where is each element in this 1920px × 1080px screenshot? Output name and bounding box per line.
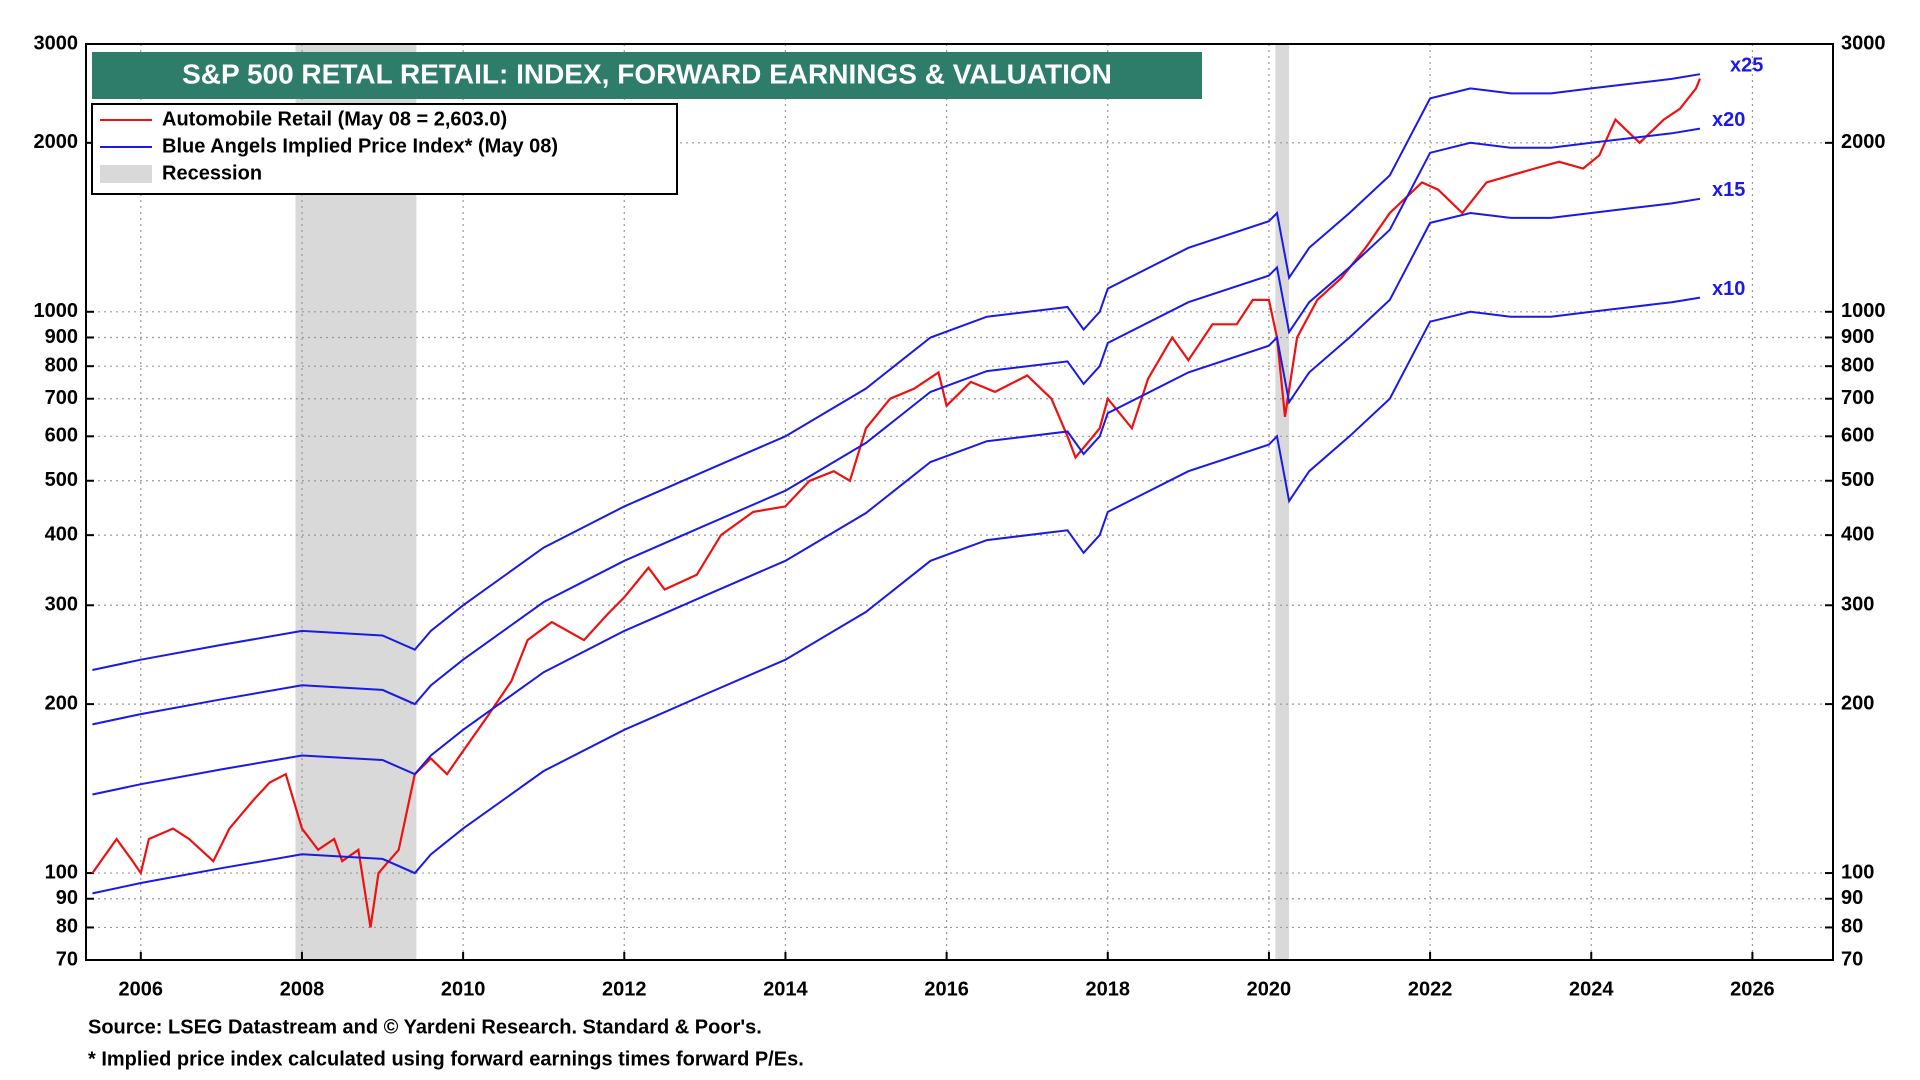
x-tick-label: 2014 bbox=[763, 978, 808, 1000]
y-tick-label: 90 bbox=[56, 887, 78, 909]
series-line bbox=[91, 78, 1702, 928]
background-layer bbox=[295, 44, 1290, 960]
legend-box bbox=[91, 103, 678, 195]
legend-label: Recession bbox=[162, 162, 262, 184]
series-line bbox=[92, 73, 1701, 671]
plot-frame bbox=[85, 43, 1834, 961]
series-line bbox=[92, 296, 1701, 895]
x-tick-label: 2018 bbox=[1086, 978, 1131, 1000]
y-tick-label: 600 bbox=[1841, 425, 1874, 447]
series-label: x25 bbox=[1730, 55, 1763, 77]
legend-swatch bbox=[100, 165, 152, 183]
legend-label: Automobile Retail (May 08 = 2,603.0) bbox=[162, 108, 507, 130]
recession-band bbox=[295, 44, 417, 960]
x-tick-label: 2026 bbox=[1730, 978, 1775, 1000]
y-tick-label: 400 bbox=[1841, 523, 1874, 545]
x-tick-label: 2008 bbox=[280, 978, 325, 1000]
x-tick-label: 2010 bbox=[441, 978, 486, 1000]
chart-title: S&P 500 RETAL RETAIL: INDEX, FORWARD EAR… bbox=[182, 58, 1112, 89]
text-layer: 70 70 80 80 90 90 100 100 200 200 300 300 400 400 500 5… bbox=[34, 32, 1886, 1000]
y-tick-label: 2000 bbox=[1841, 131, 1886, 153]
y-tick-label: 900 bbox=[45, 326, 78, 348]
y-tick-label: 1000 bbox=[34, 300, 79, 322]
line-layer bbox=[91, 73, 1702, 928]
y-tick-label: 1000 bbox=[1841, 300, 1886, 322]
series-line bbox=[92, 127, 1701, 726]
y-tick-label: 80 bbox=[56, 916, 78, 938]
recession-band bbox=[1275, 44, 1290, 960]
y-tick-label: 800 bbox=[45, 354, 78, 376]
y-tick-label: 700 bbox=[1841, 387, 1874, 409]
title-box bbox=[92, 52, 1202, 99]
x-tick-label: 2020 bbox=[1247, 978, 1292, 1000]
x-tick-label: 2006 bbox=[119, 978, 164, 1000]
grid-layer bbox=[86, 43, 1833, 961]
legend-label: Blue Angels Implied Price Index* (May 08… bbox=[162, 135, 558, 157]
y-tick-label: 800 bbox=[1841, 354, 1874, 376]
y-tick-label: 100 bbox=[45, 861, 78, 883]
y-tick-label: 500 bbox=[1841, 469, 1874, 491]
series-label: x15 bbox=[1712, 179, 1745, 201]
y-tick-label: 3000 bbox=[1841, 32, 1886, 54]
y-tick-label: 3000 bbox=[34, 32, 79, 54]
y-tick-label: 500 bbox=[45, 469, 78, 491]
y-tick-label: 80 bbox=[1841, 916, 1863, 938]
y-tick-label: 2000 bbox=[34, 131, 79, 153]
y-tick-label: 900 bbox=[1841, 326, 1874, 348]
y-tick-label: 400 bbox=[45, 523, 78, 545]
y-tick-label: 700 bbox=[45, 387, 78, 409]
x-tick-label: 2016 bbox=[924, 978, 969, 1000]
y-tick-label: 200 bbox=[1841, 692, 1874, 714]
legend: Automobile Retail (May 08 = 2,603.0) Blue… bbox=[100, 108, 558, 184]
x-tick-label: 2012 bbox=[602, 978, 647, 1000]
x-tick-label: 2024 bbox=[1569, 978, 1614, 1000]
y-tick-label: 300 bbox=[1841, 594, 1874, 616]
y-tick-label: 200 bbox=[45, 692, 78, 714]
y-tick-label: 100 bbox=[1841, 861, 1874, 883]
y-tick-label: 600 bbox=[45, 425, 78, 447]
y-tick-label: 70 bbox=[1841, 948, 1863, 970]
series-label: x10 bbox=[1712, 278, 1745, 300]
y-tick-label: 70 bbox=[56, 948, 78, 970]
y-tick-label: 90 bbox=[1841, 887, 1863, 909]
y-tick-label: 300 bbox=[45, 594, 78, 616]
footnote: * Implied price index calculated using f… bbox=[88, 1048, 804, 1070]
series-label: x20 bbox=[1712, 109, 1745, 131]
series-line bbox=[92, 197, 1701, 796]
footnote: Source: LSEG Datastream and © Yardeni Re… bbox=[88, 1016, 762, 1038]
x-tick-label: 2022 bbox=[1408, 978, 1453, 1000]
